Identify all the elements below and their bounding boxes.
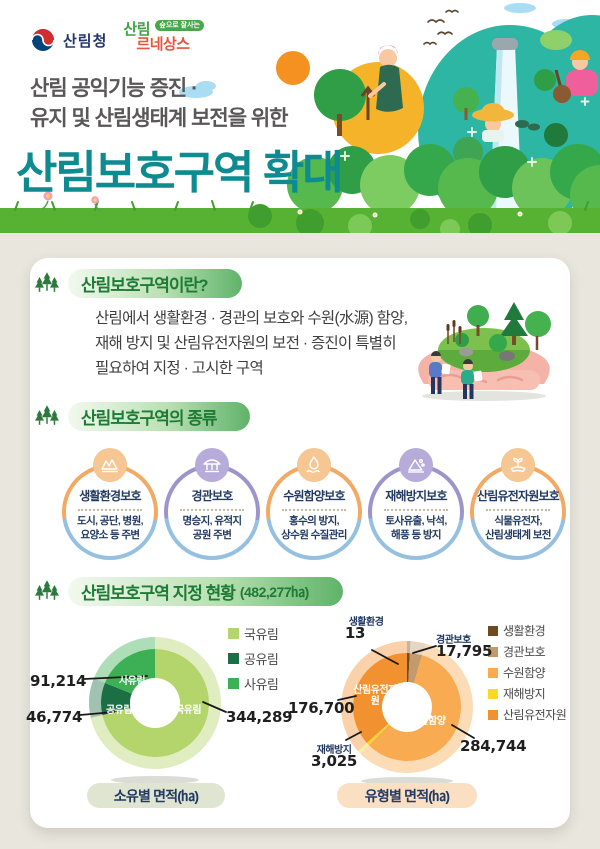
- surveyor-teal: [461, 359, 483, 399]
- legend-item: 공유림: [228, 649, 279, 668]
- value-public-forest: 46,774: [26, 708, 83, 726]
- type-ring: 산림유전자원보호 식물유전자, 산림생태계 보전: [470, 464, 566, 560]
- value-genetic: 176,700: [288, 699, 355, 717]
- mountain-village-icon: [93, 448, 127, 482]
- renaissance-bottom: 르네상스: [136, 36, 190, 53]
- type-ring: 경관보호 명승지, 유적지 공원 주변: [164, 464, 260, 560]
- section2-pill: 산림보호구역의 종류: [68, 402, 251, 431]
- section1-body: 산림에서 생활환경 · 경관의 보호와 수원(水源) 함양, 재해 방지 및 산…: [95, 310, 408, 377]
- legend-item: 생활환경: [488, 622, 566, 639]
- type-card-genetic-resources: 산림유전자원보호 식물유전자, 산림생태계 보전: [470, 448, 566, 568]
- kfs-name: 산림청: [63, 32, 108, 50]
- legend-item: 재해방지: [488, 685, 566, 702]
- value-water: 284,744: [460, 737, 527, 755]
- value-scenery: 17,795: [436, 642, 493, 660]
- section1-pill: 산림보호구역이란?: [68, 269, 242, 298]
- planter-right: [553, 50, 598, 103]
- legend-item: 경관보호: [488, 643, 566, 660]
- value-disaster: 3,025: [311, 752, 357, 770]
- slice-label-genetic: 산림유전자원: [353, 685, 397, 707]
- section2-heading: 산림보호구역의 종류: [33, 402, 251, 431]
- type-ring: 생활환경보호 도시, 공단, 병원, 요양소 등 주변: [62, 464, 158, 560]
- left-chart-caption: 소유별 면적(㏊): [87, 783, 225, 808]
- forest-bushes: [287, 144, 600, 225]
- flowers-icon: [41, 191, 101, 212]
- rockfall-icon: [399, 448, 433, 482]
- slice-label-private: 사유림: [118, 676, 146, 687]
- type-card-living-environment: 생활환경보호 도시, 공단, 병원, 요양소 등 주변: [62, 448, 158, 568]
- hand-sprout-icon: [501, 448, 535, 482]
- legend-item: 국유림: [228, 624, 279, 643]
- slice-label-water: 수원함양: [410, 716, 446, 727]
- tag-living-environment: 생활환경: [348, 617, 384, 628]
- kfs-emblem-icon: [31, 29, 55, 51]
- value-national-forest: 344,289: [226, 708, 293, 726]
- pine-trees-icon: [35, 272, 59, 292]
- water-drop-icon: [297, 448, 331, 482]
- poster-subtitle: 산림 공익기능 증진 · 유지 및 산림생태계 보전을 위한: [30, 77, 288, 130]
- poster-title: 산림보호구역 확대: [16, 147, 344, 198]
- korea-forest-service-logo: 산림청: [30, 27, 107, 53]
- total-area: (482,277㏊): [239, 583, 309, 600]
- type-ring: 수원함양보호 홍수의 방지, 상수원 수질관리: [266, 464, 362, 560]
- legend-item: 산림유전자원: [488, 706, 567, 723]
- type-card-water-source: 수원함양보호 홍수의 방지, 상수원 수질관리: [266, 448, 362, 568]
- pine-trees-icon: [35, 405, 59, 425]
- legend-item: 수원함양: [488, 664, 566, 681]
- value-living-environment: 13: [344, 624, 366, 642]
- planter-left: [360, 45, 403, 120]
- hands-forest-illustration: [418, 302, 551, 401]
- tag-scenery: 경관보호: [436, 635, 471, 646]
- section3-pill: 산림보호구역 지정 현황 (482,277㏊): [68, 577, 343, 606]
- renaissance-top: 산림: [123, 21, 151, 38]
- pavilion-icon: [195, 448, 229, 482]
- legend-item: 사유림: [228, 674, 279, 693]
- protection-types-row: 생활환경보호 도시, 공단, 병원, 요양소 등 주변 경관보호 명승지, 유적지…: [62, 448, 566, 568]
- renaissance-badge: 숲으로 잘사는: [155, 20, 204, 31]
- pine-trees-icon: [35, 580, 59, 600]
- surveyor-blue: [429, 351, 451, 394]
- forest-hero-illustration: [0, 3, 600, 235]
- type-card-scenery: 경관보호 명승지, 유적지 공원 주변: [164, 448, 260, 568]
- tag-disaster: 재해방지: [316, 745, 352, 756]
- type-card-disaster-prevention: 재해방지보호 토사유출, 낙석, 해풍 등 방지: [368, 448, 464, 568]
- sparkles: [340, 97, 590, 167]
- slice-label-national: 국유림: [174, 705, 202, 716]
- value-private-forest: 91,214: [30, 672, 87, 690]
- hiker-center: [472, 103, 514, 142]
- forest-renaissance-logo: 숲으로 잘사는 산림 르네상스: [123, 20, 215, 60]
- logo-bar: 산림청 숲으로 잘사는 산림 르네상스: [30, 20, 215, 60]
- ownership-donut-chart: [89, 637, 221, 769]
- sun-icon: [276, 51, 310, 85]
- section1-heading: 산림보호구역이란?: [33, 269, 242, 298]
- slice-label-public: 공유림: [105, 705, 133, 716]
- right-chart-caption: 유형별 면적(㏊): [337, 783, 477, 808]
- section3-heading: 산림보호구역 지정 현황 (482,277㏊): [33, 577, 343, 606]
- birds-icon: [423, 9, 459, 46]
